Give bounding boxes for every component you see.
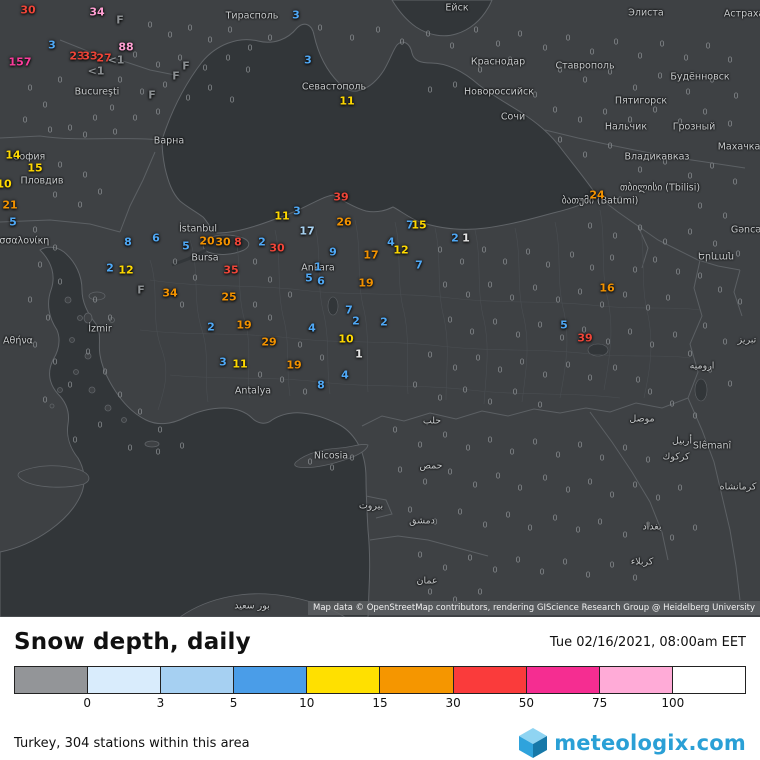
- aegean-mediterranean-sea: [0, 246, 371, 617]
- cyprus-island: [294, 444, 369, 469]
- scale-labels: 0 3 5 10 15 30 50 75 100: [14, 696, 746, 713]
- brand-name: meteologix.com: [554, 731, 746, 755]
- page-title: Snow depth, daily: [14, 629, 251, 655]
- meteologix-icon: [519, 728, 548, 758]
- brand-logo[interactable]: meteologix.com: [518, 727, 746, 759]
- aegean-islands: [49, 291, 160, 448]
- scale-tick-label: 0: [83, 696, 92, 710]
- azov-sea: [391, 0, 493, 37]
- lake-van: [587, 343, 609, 357]
- lake-tuz: [327, 296, 339, 316]
- scale-tick-label: 75: [591, 696, 608, 710]
- scale-segment: [380, 667, 454, 693]
- stations-note: Turkey, 304 stations within this area: [14, 735, 250, 751]
- lake-urmia: [694, 378, 708, 402]
- map-attribution: Map data © OpenStreetMap contributors, r…: [308, 601, 760, 615]
- scale-tick-label: 5: [229, 696, 238, 710]
- scale-tick-label: 15: [372, 696, 388, 710]
- dardanelles-strait: [171, 248, 207, 267]
- scale-tick-label: 100: [661, 696, 685, 710]
- basemap: [0, 0, 746, 617]
- country-borders: [0, 39, 746, 601]
- bosphorus-strait: [211, 224, 218, 234]
- black-sea: [161, 23, 598, 234]
- scale-segment: [453, 667, 527, 693]
- scale-segment: [88, 667, 162, 693]
- scale-segment: [599, 667, 673, 693]
- legend-panel: Snow depth, daily Tue 02/16/2021, 08:00a…: [0, 617, 760, 760]
- scale-tick-label: 50: [518, 696, 535, 710]
- scale-segment: [161, 667, 235, 693]
- scale-segment: [672, 667, 745, 693]
- province-borders: [139, 209, 701, 411]
- scale-tick-label: 10: [299, 696, 315, 710]
- scale-segment: [307, 667, 381, 693]
- scale-segment: [526, 667, 600, 693]
- crete-island: [17, 465, 90, 488]
- timestamp: Tue 02/16/2021, 08:00am EET: [549, 634, 746, 650]
- scale-tick-label: 30: [445, 696, 461, 710]
- scale-tick-label: 3: [156, 696, 165, 710]
- color-scale: [14, 666, 746, 694]
- scale-segment: [15, 667, 89, 693]
- scale-segment: [234, 667, 308, 693]
